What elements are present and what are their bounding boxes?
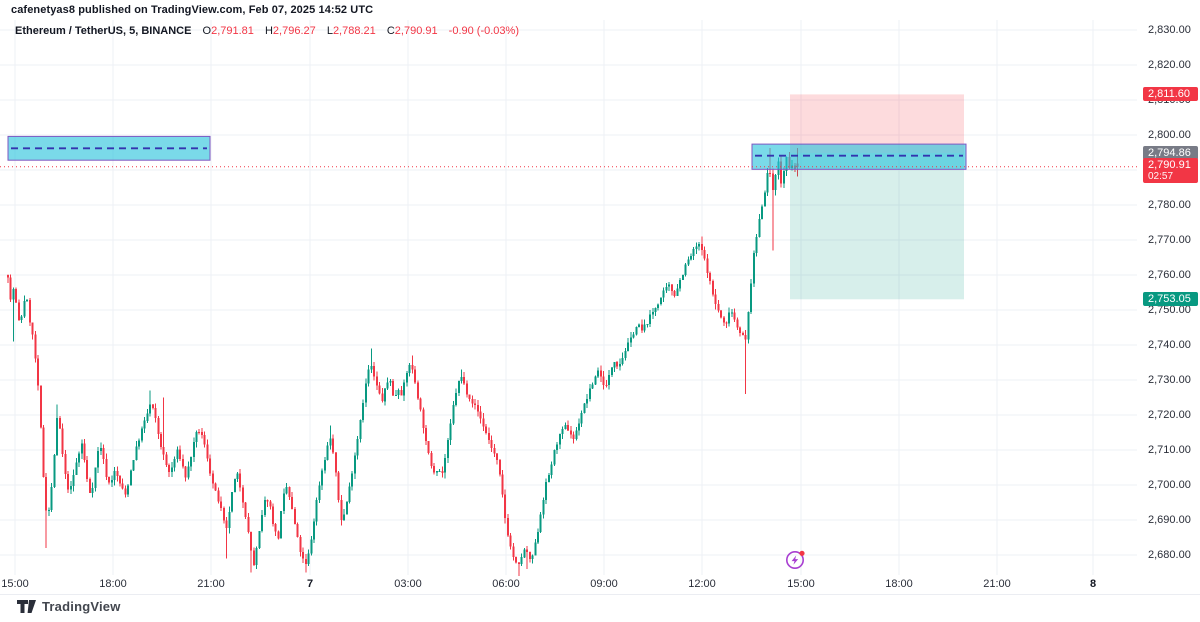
price-change: -0.90 (-0.03%) [448, 25, 519, 37]
price-axis-label: 2,690.00 [1148, 514, 1191, 526]
notification-dot [799, 550, 805, 556]
stop-loss-price-badge: 2,811.60 [1143, 87, 1198, 102]
time-axis-label: 18:00 [885, 578, 913, 590]
attribution-line: cafenetyas8 published on TradingView.com… [11, 4, 374, 16]
grid [0, 20, 1137, 575]
price-axis-label: 2,730.00 [1148, 374, 1191, 386]
time-axis-label: 12:00 [688, 578, 716, 590]
position-risk-zone [790, 94, 964, 153]
price-axis-label: 2,780.00 [1148, 199, 1191, 211]
price-axis-label: 2,720.00 [1148, 409, 1191, 421]
price-axis-label: 2,760.00 [1148, 269, 1191, 281]
tradingview-logo-text: TradingView [42, 599, 121, 614]
price-axis-label: 2,820.00 [1148, 59, 1191, 71]
time-axis[interactable]: 15:00 18:00 21:00 7 03:00 06:00 09:00 12:00 15:0… [0, 576, 1200, 594]
time-axis-label: 15:00 [787, 578, 815, 590]
flash-circle [786, 551, 804, 569]
ohlc-close: C2,790.91 [386, 25, 438, 37]
time-axis-label: 09:00 [590, 578, 618, 590]
ohlc-open: O2,791.81 [202, 25, 254, 37]
time-axis-label: 18:00 [99, 578, 127, 590]
take-profit-price-badge: 2,753.05 [1143, 292, 1198, 307]
symbol-info-row: Ethereum / TetherUS, 5, BINANCE O2,791.8… [15, 25, 519, 37]
symbol-title[interactable]: Ethereum / TetherUS, 5, BINANCE [15, 25, 192, 37]
chart-header: cafenetyas8 published on TradingView.com… [11, 4, 519, 37]
price-axis-label: 2,710.00 [1148, 444, 1191, 456]
short-position-tool[interactable] [790, 94, 964, 300]
time-axis-label: 21:00 [983, 578, 1011, 590]
price-axis-label: 2,830.00 [1148, 24, 1191, 36]
stop-loss-price: 2,811.60 [1148, 88, 1191, 101]
ohlc-low: L2,788.21 [326, 25, 376, 37]
tradingview-logo-mark [17, 599, 36, 613]
time-axis-label: 06:00 [492, 578, 520, 590]
time-axis-label: 03:00 [394, 578, 422, 590]
price-axis-label: 2,680.00 [1148, 549, 1191, 561]
supply-zone-left[interactable] [7, 135, 211, 161]
entry-price-badge: 2,794.86 [1143, 145, 1198, 160]
supply-zone-right[interactable] [751, 143, 967, 170]
price-axis-label: 2,770.00 [1148, 234, 1191, 246]
price-axis-label: 2,750.00 [1148, 304, 1191, 316]
current-price: 2,790.91 [1148, 159, 1191, 172]
price-axis-label: 2,800.00 [1148, 129, 1191, 141]
flash-alert-icon[interactable] [782, 547, 808, 573]
price-axis-label: 2,740.00 [1148, 339, 1191, 351]
axis-separator [0, 594, 1200, 595]
price-axis-label: 2,700.00 [1148, 479, 1191, 491]
time-axis-label: 7 [306, 578, 314, 590]
candle-countdown: 02:57 [1148, 171, 1174, 183]
tradingview-logo[interactable]: TradingView [17, 599, 121, 614]
time-axis-label: 15:00 [1, 578, 29, 590]
time-axis-label: 21:00 [197, 578, 225, 590]
ohlc-high: H2,796.27 [264, 25, 316, 37]
candles [7, 147, 799, 576]
take-profit-price: 2,753.05 [1148, 293, 1191, 306]
position-profit-zone [790, 153, 964, 300]
time-axis-label: 8 [1089, 578, 1097, 590]
lightning-bolt-icon [791, 555, 799, 565]
current-price-badge: 2,790.91 02:57 [1143, 158, 1198, 184]
entry-price: 2,794.86 [1148, 146, 1191, 159]
